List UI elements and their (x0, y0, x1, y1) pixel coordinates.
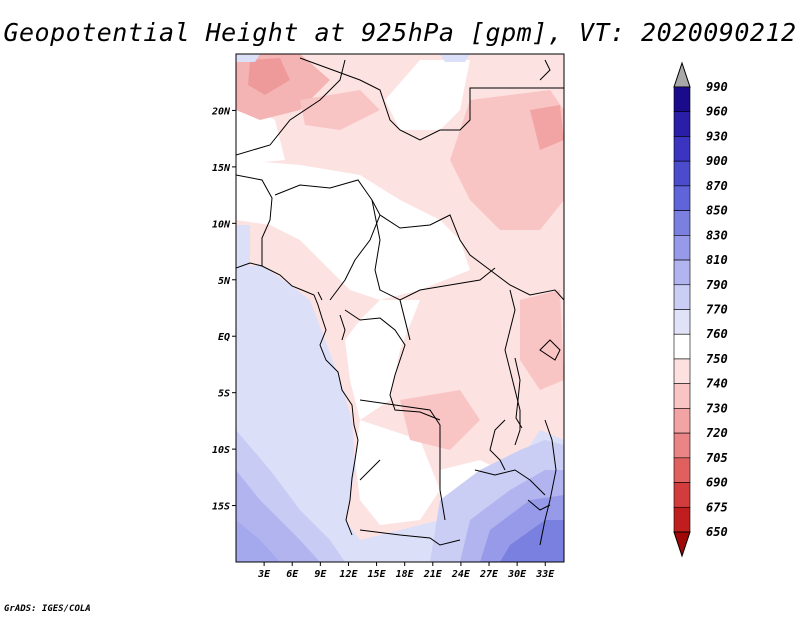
colorbar-swatch (673, 309, 691, 335)
colorbar-label: 900 (706, 154, 728, 168)
colorbar-swatch (673, 432, 691, 459)
colorbar-swatch (673, 383, 691, 409)
colorbar-label: 790 (706, 278, 728, 292)
lon-label: 33E (535, 569, 555, 580)
longitude-axis: 3E 6E 9E 12E 15E 18E 21E 24E 27E 30E 33E (257, 562, 555, 580)
colorbar-label: 690 (706, 476, 728, 490)
lon-label: 15E (368, 569, 387, 580)
colorbar-bottom-arrow (673, 531, 691, 558)
geopotential-field (236, 54, 564, 562)
colorbar-swatch (673, 136, 691, 162)
map-title: Geopotential Height at 925hPa [gpm], VT:… (3, 18, 797, 47)
lon-label: 12E (339, 569, 358, 580)
colorbar: 990 960 930 900 870 850 830 810 790 770 760 750 740 7… (673, 61, 728, 558)
colorbar-swatch (673, 185, 691, 211)
lat-label: EQ (218, 332, 230, 343)
lon-label: 27E (479, 569, 499, 580)
colorbar-swatch (673, 210, 691, 236)
lon-label: 30E (507, 569, 527, 580)
colorbar-label: 930 (706, 129, 728, 143)
colorbar-label: 770 (706, 303, 728, 317)
colorbar-label: 870 (706, 179, 728, 193)
colorbar-swatch (673, 408, 691, 434)
colorbar-label: 810 (706, 253, 728, 267)
colorbar-label: 750 (706, 352, 728, 366)
credit-text: GrADS: IGES/COLA (4, 604, 91, 614)
colorbar-swatch (673, 259, 691, 286)
colorbar-swatch (673, 235, 691, 261)
latitude-axis: 20N 15N 10N 5N EQ 5S 10S 15S (211, 106, 236, 513)
colorbar-label: 990 (706, 80, 728, 94)
colorbar-label: 850 (706, 204, 728, 218)
lat-label: 15S (212, 502, 230, 513)
colorbar-label: 760 (706, 327, 728, 341)
colorbar-label: 675 (706, 500, 728, 514)
colorbar-swatch (673, 482, 691, 508)
lat-label: 10S (212, 445, 230, 456)
map-frame (235, 53, 565, 563)
colorbar-top-arrow (673, 61, 691, 88)
lat-label: 10N (212, 219, 231, 230)
lon-label: 24E (451, 569, 471, 580)
lat-label: 20N (211, 106, 231, 117)
colorbar-swatch (673, 160, 691, 187)
lat-label: 5S (218, 389, 230, 400)
colorbar-swatch (673, 506, 691, 533)
lon-label: 18E (396, 569, 415, 580)
colorbar-label: 830 (706, 228, 728, 242)
lon-label: 21E (423, 569, 443, 580)
colorbar-swatch (673, 86, 691, 113)
colorbar-swatch (673, 457, 691, 483)
colorbar-label: 740 (706, 377, 728, 391)
colorbar-swatch (673, 284, 691, 310)
colorbar-swatch (673, 358, 691, 384)
colorbar-label: 730 (706, 401, 728, 415)
colorbar-label: 960 (706, 105, 728, 119)
lat-label: 15N (212, 163, 231, 174)
colorbar-label: 650 (706, 525, 728, 539)
lon-label: 6E (286, 569, 299, 580)
lon-label: 3E (257, 569, 271, 580)
lat-label: 5N (218, 276, 231, 287)
colorbar-label: 705 (706, 451, 728, 465)
lon-label: 9E (314, 569, 327, 580)
colorbar-swatch (673, 333, 691, 360)
colorbar-label: 720 (706, 426, 728, 440)
colorbar-swatch (673, 111, 691, 137)
